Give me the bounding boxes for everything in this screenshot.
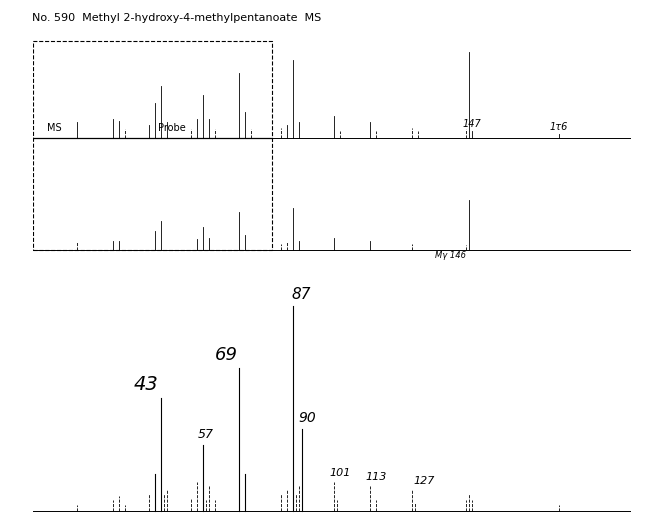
Text: Probe: Probe bbox=[158, 123, 186, 133]
Text: 113: 113 bbox=[366, 472, 387, 482]
Text: 147: 147 bbox=[463, 119, 482, 129]
Text: 1τ6: 1τ6 bbox=[549, 122, 568, 132]
Text: 57: 57 bbox=[198, 428, 214, 441]
Text: 90: 90 bbox=[299, 411, 317, 425]
Text: 43: 43 bbox=[134, 375, 159, 394]
Text: 127: 127 bbox=[413, 476, 435, 486]
Text: 69: 69 bbox=[215, 345, 239, 363]
Text: MS: MS bbox=[47, 123, 62, 133]
Text: No. 590  Methyl 2-hydroxy-4-methylpentanoate  MS: No. 590 Methyl 2-hydroxy-4-methylpentano… bbox=[32, 13, 322, 23]
Bar bbox=[32, 42, 272, 250]
Text: Mγ 146: Mγ 146 bbox=[435, 251, 466, 260]
Text: 101: 101 bbox=[330, 468, 351, 478]
Text: 87: 87 bbox=[292, 287, 311, 302]
